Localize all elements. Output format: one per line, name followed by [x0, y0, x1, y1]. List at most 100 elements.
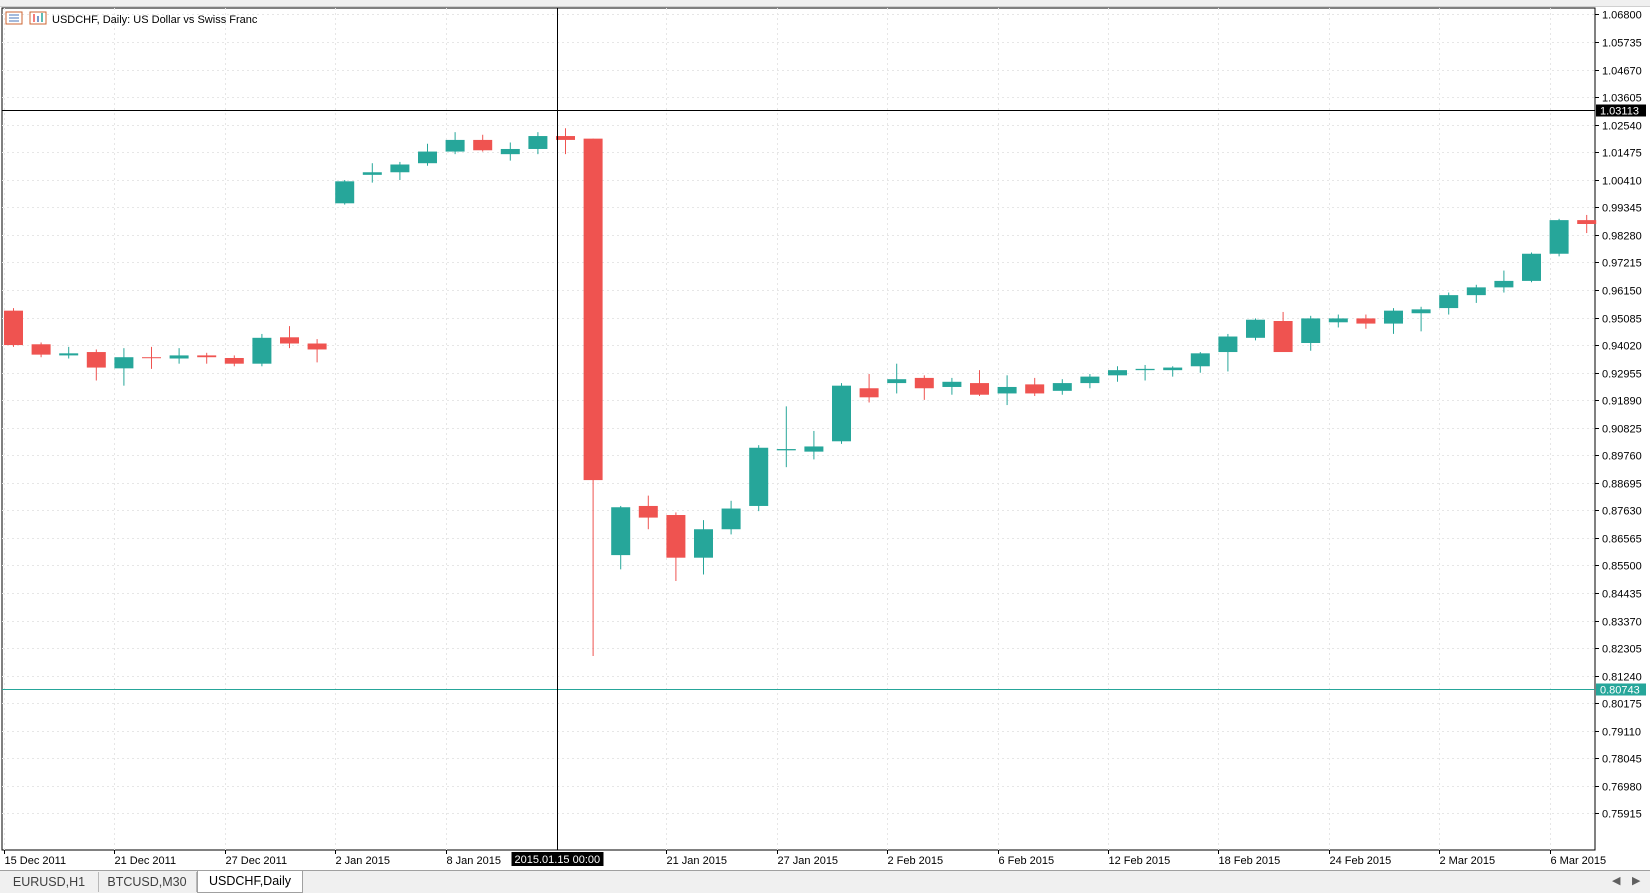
candle [473, 134, 493, 152]
x-tick-label: 27 Jan 2015 [778, 855, 839, 867]
price-chart[interactable]: 1.06800 1.05735 1.04670 1.03605 1.02540 1.014… [0, 0, 1650, 870]
candle-body [1549, 220, 1569, 254]
x-tick-label: 27 Dec 2011 [226, 855, 288, 867]
candle-body [142, 357, 161, 359]
y-tick-label: 1.06800 [1602, 10, 1642, 22]
candle-body [390, 164, 410, 173]
candle-body [1218, 336, 1238, 353]
y-tick-label: 0.76980 [1602, 782, 1642, 794]
candle-body [914, 377, 934, 389]
candle-body [1246, 319, 1265, 338]
x-tick-label: 15 Dec 2011 [5, 855, 67, 867]
candle [638, 495, 658, 530]
candle-body [694, 529, 713, 558]
y-tick-label: 1.01475 [1602, 148, 1642, 160]
y-tick-label: 0.89760 [1602, 451, 1642, 463]
candle-body [224, 357, 244, 364]
candle-body [1466, 287, 1486, 296]
candle-body [611, 507, 631, 556]
candle-body [1522, 253, 1541, 281]
x-tick-label: 2 Mar 2015 [1440, 855, 1496, 867]
candle [1384, 308, 1403, 334]
scroll-left-icon[interactable]: ◀ [1612, 875, 1621, 887]
x-tick-label: 6 Mar 2015 [1551, 855, 1607, 867]
candle [1494, 270, 1514, 293]
candle [1439, 292, 1459, 315]
candle [1080, 374, 1100, 389]
y-tick-label: 0.83370 [1602, 617, 1642, 629]
candle-body [859, 388, 879, 398]
candle-body [114, 357, 134, 369]
candle-body [997, 386, 1017, 394]
candle-body [1108, 370, 1127, 376]
tab-btcusd-m30[interactable]: BTCUSD,M30 [98, 872, 197, 892]
y-tick-label: 0.81240 [1602, 672, 1642, 684]
candle [694, 520, 713, 575]
candle-body [638, 505, 658, 518]
candle-body [1190, 353, 1210, 367]
candle [500, 142, 520, 161]
candle-body [776, 449, 796, 451]
chart-settings-icon[interactable] [29, 11, 47, 25]
candle [1218, 333, 1238, 372]
candle-body [280, 337, 299, 344]
tab-eurusd-h1[interactable]: EURUSD,H1 [0, 872, 99, 892]
candle-body [1494, 280, 1514, 288]
scroll-right-icon[interactable]: ▶ [1632, 875, 1641, 887]
x-tick-label: 2 Jan 2015 [336, 855, 390, 867]
candle [1356, 314, 1376, 329]
candle-body [1439, 295, 1459, 309]
candle [1190, 352, 1210, 373]
candle-body [1080, 376, 1100, 384]
candle-body [500, 148, 520, 155]
x-tick-label: 21 Jan 2015 [667, 855, 728, 867]
candle [859, 374, 879, 403]
candle [418, 143, 437, 166]
y-tick-label: 0.79110 [1602, 727, 1641, 739]
y-tick-label: 0.82305 [1602, 644, 1642, 656]
candle [583, 138, 603, 656]
chart-header: USDCHF, Daily: US Dollar vs Swiss Franc [5, 11, 258, 26]
x-tick-label: 8 Jan 2015 [447, 855, 501, 867]
candle-body [31, 344, 51, 355]
candle [721, 500, 741, 535]
chart-list-icon[interactable] [5, 11, 23, 25]
candle-body [749, 447, 769, 506]
candle-body [804, 446, 824, 452]
y-tick-label: 0.94020 [1602, 341, 1642, 353]
bid-price-label-box [1596, 683, 1646, 696]
candle-body [1273, 321, 1293, 353]
y-tick-label: 0.78045 [1602, 754, 1642, 766]
y-tick-label: 0.87630 [1602, 506, 1642, 518]
candle-body [86, 352, 106, 368]
y-tick-label: 0.91890 [1602, 396, 1642, 408]
candle [1577, 214, 1597, 234]
x-tick-label: 2 Feb 2015 [888, 855, 944, 867]
y-tick-label: 0.90825 [1602, 424, 1642, 436]
y-tick-label: 0.84435 [1602, 589, 1642, 601]
crosshair-price-box [1596, 104, 1646, 117]
candle [362, 163, 382, 183]
y-tick-label: 0.92955 [1602, 369, 1642, 381]
candle-body [528, 136, 548, 149]
candle [1549, 218, 1569, 257]
candle [1135, 364, 1155, 381]
candle [1273, 311, 1293, 353]
candle [942, 377, 962, 395]
candle [1108, 366, 1127, 382]
candle [528, 132, 548, 155]
y-tick-label: 1.03605 [1602, 93, 1642, 105]
y-tick-label: 0.97215 [1602, 258, 1642, 270]
candle [804, 430, 824, 460]
candle [1466, 284, 1486, 303]
candle [390, 161, 410, 181]
tab-usdchf-daily[interactable]: USDCHF,Daily [197, 871, 303, 893]
candle [445, 132, 465, 155]
candle [335, 180, 355, 205]
price-axis: 1.06800 1.05735 1.04670 1.03605 1.02540 1.014… [1595, 10, 1642, 821]
candle [31, 342, 51, 358]
candle-body [970, 383, 989, 395]
candle [611, 505, 631, 570]
candle-body [197, 355, 217, 358]
candle-body [169, 355, 189, 359]
